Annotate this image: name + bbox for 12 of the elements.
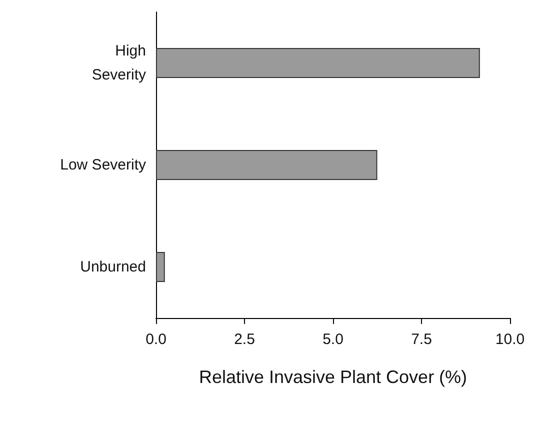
x-tick-label: 0.0	[146, 331, 166, 348]
x-tick-label: 2.5	[234, 331, 255, 348]
bar	[156, 252, 165, 282]
bar	[156, 150, 378, 180]
x-tick-label: 5.0	[322, 331, 344, 348]
y-tick-label: High Severity	[92, 42, 146, 84]
y-tick-label: Unburned	[80, 258, 146, 276]
x-tick-label: 10.0	[495, 331, 525, 348]
x-axis-title: Relative Invasive Plant Cover (%)	[198, 367, 468, 387]
y-tick-label: Low Severity	[60, 156, 146, 174]
bar	[156, 48, 480, 78]
x-tick-label: 7.5	[411, 331, 432, 348]
